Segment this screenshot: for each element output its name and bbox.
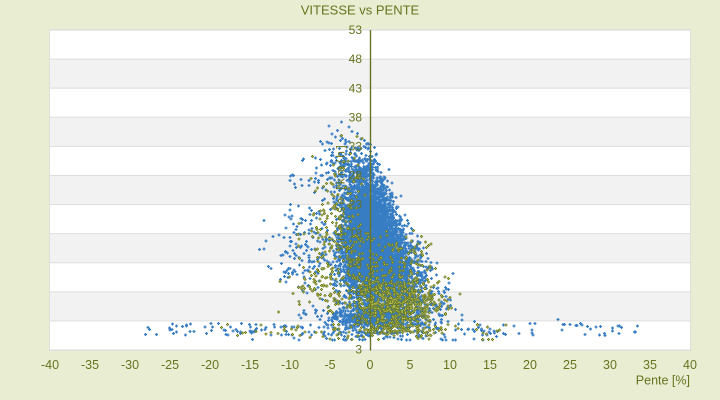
svg-text:25: 25 [563, 358, 577, 372]
svg-text:28: 28 [349, 169, 363, 183]
svg-text:48: 48 [349, 52, 363, 66]
svg-text:33: 33 [349, 140, 363, 154]
svg-text:15: 15 [483, 358, 497, 372]
svg-text:-15: -15 [241, 358, 259, 372]
svg-text:-25: -25 [161, 358, 179, 372]
svg-text:-35: -35 [81, 358, 99, 372]
svg-text:20: 20 [523, 358, 537, 372]
svg-text:38: 38 [349, 110, 363, 124]
svg-text:0: 0 [367, 358, 374, 372]
svg-text:10: 10 [443, 358, 457, 372]
svg-text:-20: -20 [201, 358, 219, 372]
svg-text:-10: -10 [281, 358, 299, 372]
svg-text:Pente [%]: Pente [%] [636, 374, 690, 388]
svg-text:8: 8 [355, 285, 362, 299]
svg-text:53: 53 [349, 23, 363, 37]
svg-text:3: 3 [355, 343, 362, 357]
svg-text:-30: -30 [121, 358, 139, 372]
svg-text:43: 43 [349, 81, 363, 95]
svg-text:5: 5 [407, 358, 414, 372]
svg-text:-40: -40 [41, 358, 59, 372]
svg-text:30: 30 [603, 358, 617, 372]
svg-text:40: 40 [683, 358, 697, 372]
svg-text:-5: -5 [324, 358, 335, 372]
svg-text:18: 18 [349, 227, 363, 241]
svg-text:35: 35 [643, 358, 657, 372]
svg-text:VITESSE vs PENTE: VITESSE vs PENTE [301, 3, 420, 18]
